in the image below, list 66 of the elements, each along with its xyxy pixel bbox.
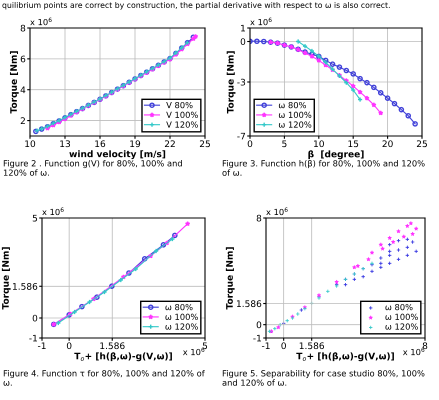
y-tick-label: 0 xyxy=(256,321,262,328)
caption: Figure 3. Function h(β) for 80%, 100% and 120% of ω. xyxy=(222,160,425,176)
x-axis-title: T$_{o}$+ [h(β,ω)-g(V,ω)] xyxy=(296,352,394,362)
y-tick-label: -1 xyxy=(253,334,261,342)
legend-label: V 100% xyxy=(166,112,198,118)
text: x 10$^{6}$ xyxy=(30,18,52,26)
x-axis-title: β [degree] xyxy=(308,150,364,160)
x-tick-label: -1 xyxy=(262,342,270,350)
text: x 10$^{6}$ xyxy=(402,348,424,356)
text: x 10$^{6}$ xyxy=(250,18,272,26)
y-tick-label: 2 xyxy=(20,117,25,124)
y-tick-label: 1.586 xyxy=(12,283,38,290)
x-tick-label: 25 xyxy=(200,140,210,148)
legend-label: ω 80% xyxy=(278,102,306,108)
y-tick-label: 0 xyxy=(240,38,246,46)
y-axis-title: Torque [Nm] xyxy=(226,51,236,114)
x-tick-label: 1.586 xyxy=(100,342,125,350)
x-tick-label: 25 xyxy=(416,140,427,148)
legend-label: ω 120% xyxy=(165,323,198,330)
text: x 10$^{6}$ xyxy=(42,207,64,216)
y-tick-label: 1.586 xyxy=(236,300,262,308)
x-tick-label: 20 xyxy=(382,140,393,148)
y-axis-title: Torque [Nm] xyxy=(10,51,19,114)
x-tick-label: 10 xyxy=(25,140,36,148)
legend-label: ω 100% xyxy=(385,314,418,320)
y-tick-label: -7 xyxy=(237,132,246,140)
x-tick-label: 0 xyxy=(281,342,286,350)
x-tick-label: 13 xyxy=(60,140,70,148)
x-tick-label: 0 xyxy=(248,140,252,148)
y-axis-title: Torque [Nm] xyxy=(226,247,235,310)
x-tick-label: 8 xyxy=(422,342,428,350)
y-tick-label: 6 xyxy=(20,56,26,62)
x-tick-label: 15 xyxy=(348,140,358,148)
legend-label: ω 100% xyxy=(278,112,312,118)
y-tick-label: 1 xyxy=(241,24,245,32)
caption: Figure 4. Function τ for 80%, 100% and 120% of ω. xyxy=(4,370,205,386)
x-tick-label: 1.586 xyxy=(300,342,324,350)
x-tick-label: 19 xyxy=(130,140,140,148)
x-tick-label: 0 xyxy=(66,342,72,350)
x-tick-label: -1 xyxy=(38,342,46,350)
legend-label: ω 100% xyxy=(165,314,198,320)
y-tick-label: 8 xyxy=(256,214,262,222)
text: x 10$^{6}$ xyxy=(266,207,288,216)
x-tick-label: 5 xyxy=(202,342,208,350)
legend-label: ω 120% xyxy=(385,323,418,330)
y-tick-label: 8 xyxy=(20,24,26,32)
y-tick-label: -3 xyxy=(237,78,246,86)
legend-label: V 120% xyxy=(166,121,198,128)
y-tick-label: 5 xyxy=(32,214,38,222)
legend-label: ω 80% xyxy=(385,304,413,310)
text: x 10$^{6}$ xyxy=(182,348,204,356)
y-tick-label: 4 xyxy=(20,86,26,94)
y-tick-label: 0 xyxy=(32,314,38,322)
x-axis-title: wind velocity [m/s] xyxy=(69,150,166,160)
x-tick-label: 16 xyxy=(95,140,106,148)
x-tick-label: 10 xyxy=(314,140,324,148)
caption: Figure 5. Separability for case studio 80%, 100% and 120% of ω. xyxy=(222,370,424,386)
legend-label: ω 80% xyxy=(165,304,193,310)
legend-label: V 80% xyxy=(166,102,193,108)
caption: Figure 2 . Function g(V) for 80%, 100% and 120% of ω. xyxy=(4,160,182,176)
y-tick-label: -1 xyxy=(29,334,37,342)
x-tick-label: 5 xyxy=(282,140,286,148)
y-axis-title: Torque [Nm] xyxy=(2,247,11,310)
x-axis-title: T$_{o}$+ [h(β,ω)-g(V,ω)] xyxy=(74,352,172,362)
legend-label: ω 120% xyxy=(278,121,312,128)
x-tick-label: 22 xyxy=(164,140,175,148)
